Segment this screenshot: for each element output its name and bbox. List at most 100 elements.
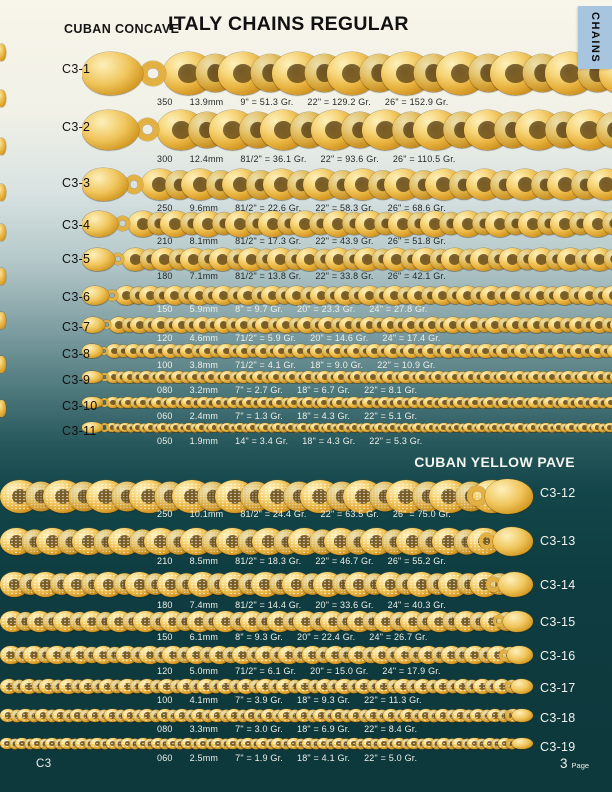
chain-link [461, 738, 473, 749]
lobster-clasp-body [497, 572, 533, 597]
chain-link [585, 423, 596, 432]
chain-link [323, 422, 335, 433]
chain-link [431, 397, 443, 408]
spec-weight-2: 22" = 58.3 Gr. [315, 203, 374, 213]
chain-link [432, 423, 443, 432]
chain-link [129, 738, 141, 749]
chain-link [208, 422, 221, 433]
spec-weight-3: 24" = 17.4 Gr. [382, 333, 441, 343]
item-code-c3-15: C3-15 [540, 615, 576, 629]
chain-link [326, 397, 338, 408]
spec-size-mm: 6.1mm [189, 632, 219, 642]
chain-link [105, 737, 120, 750]
chain-link [489, 371, 502, 383]
chain-link [256, 396, 271, 409]
item-code-c3-10: C3-10 [62, 399, 98, 413]
chain-link [241, 396, 256, 409]
chain-photo-c3-11 [82, 422, 612, 433]
chain-link [296, 397, 308, 408]
spec-weight-2: 22" = 33.8 Gr. [315, 271, 374, 281]
spec-weight-2: 20" = 23.3 Gr. [297, 304, 356, 314]
chain-link [588, 396, 603, 409]
spec-line-c3-7: 120 4.6mm 71/2" = 5.9 Gr. 20" = 14.6 Gr. 24"… [157, 333, 441, 343]
chain-link [259, 422, 272, 433]
chain-link [132, 371, 144, 383]
chain-link [330, 423, 340, 432]
item-code-c3-13: C3-13 [540, 534, 576, 548]
chain-link [603, 422, 612, 433]
chain-link [326, 371, 339, 383]
chain-link [603, 371, 612, 383]
chain-link [488, 422, 501, 433]
chain-link [356, 423, 366, 432]
spec-size-mm: 2.5mm [189, 753, 219, 763]
chain-link [445, 423, 455, 432]
spec-weight-2: 20" = 22.4 Gr. [297, 632, 356, 642]
chain-link [456, 371, 469, 383]
page-number-group: 3 Page [560, 756, 589, 771]
chains-side-tab: CHAINS [578, 6, 612, 69]
spec-line-c3-12: 250 10.1mm 81/2" = 24.4 Gr. 22" = 63.5 Gr. 2… [157, 509, 451, 519]
spec-weight-code: 180 [157, 271, 173, 281]
spec-weight-3: 26" = 110.5 Gr. [392, 154, 456, 164]
spec-weight-3: 22" = 10.9 Gr. [377, 360, 436, 370]
chain-link [160, 397, 172, 408]
chain-link [458, 423, 468, 432]
chain-link [60, 737, 75, 750]
spec-weight-2: 22" = 46.7 Gr. [315, 556, 374, 566]
chain-link [115, 397, 127, 408]
clasp-ring [140, 60, 166, 87]
spec-weight-code: 060 [157, 411, 173, 421]
chain-link [235, 397, 247, 408]
spec-weight-2: 18" = 9.0 Gr. [310, 360, 364, 370]
spec-size-mm: 9.6mm [189, 203, 219, 213]
chain-link [45, 737, 60, 750]
spec-weight-3: 26" = 75.0 Gr. [392, 509, 452, 519]
chain-link [437, 422, 450, 433]
chain-link [586, 371, 599, 383]
chain-link [492, 397, 504, 408]
chain-link [407, 396, 422, 409]
chain-link [311, 397, 323, 408]
spec-line-c3-1: 350 13.9mm 9" = 51.3 Gr. 22" = 129.2 Gr. 26"… [157, 97, 448, 107]
spec-line-c3-5: 180 7.1mm 81/2" = 13.8 Gr. 22" = 33.8 Gr. 26… [157, 271, 446, 281]
spec-weight-code: 100 [157, 360, 173, 370]
chain-link [175, 397, 187, 408]
chain-link [235, 738, 247, 749]
edge-chain-fragment [0, 44, 6, 61]
chain-link [392, 737, 407, 750]
spec-line-c3-11: 050 1.9mm 14" = 3.4 Gr. 18" = 4.3 Gr. 22" = … [157, 436, 422, 446]
spec-weight-1: 71/2" = 6.1 Gr. [235, 666, 297, 676]
chain-link [316, 737, 331, 750]
spec-weight-2: 18" = 9.3 Gr. [297, 695, 351, 705]
spec-size-mm: 3.8mm [189, 360, 219, 370]
chain-link [558, 396, 573, 409]
chain-link [431, 738, 443, 749]
chain-link [552, 397, 564, 408]
item-code-c3-1: C3-1 [62, 62, 91, 76]
page-number-label: Page [571, 761, 590, 770]
chain-link [0, 737, 15, 750]
chain-link [573, 396, 588, 409]
chain-link [450, 422, 463, 433]
spec-weight-2: 20" = 33.6 Gr. [315, 600, 374, 610]
spec-weight-code: 120 [157, 333, 173, 343]
chain-link [335, 422, 348, 433]
chain-link [386, 422, 399, 433]
lobster-clasp-body [82, 343, 104, 359]
chain-link [197, 371, 209, 383]
chain-link [325, 738, 337, 749]
lobster-clasp-body [82, 370, 104, 384]
spec-weight-1: 7" = 2.7 Gr. [235, 385, 284, 395]
chain-link [271, 396, 286, 409]
spec-line-c3-3: 250 9.6mm 81/2" = 22.6 Gr. 22" = 58.3 Gr. 26… [157, 203, 446, 213]
chain-link [509, 423, 519, 432]
chain-link [539, 422, 552, 433]
lobster-clasp-body [82, 422, 104, 433]
chain-link [468, 396, 483, 409]
chain-link [473, 371, 485, 383]
chain-link [294, 371, 307, 383]
chain-link [355, 738, 367, 749]
chain-link [407, 423, 417, 432]
